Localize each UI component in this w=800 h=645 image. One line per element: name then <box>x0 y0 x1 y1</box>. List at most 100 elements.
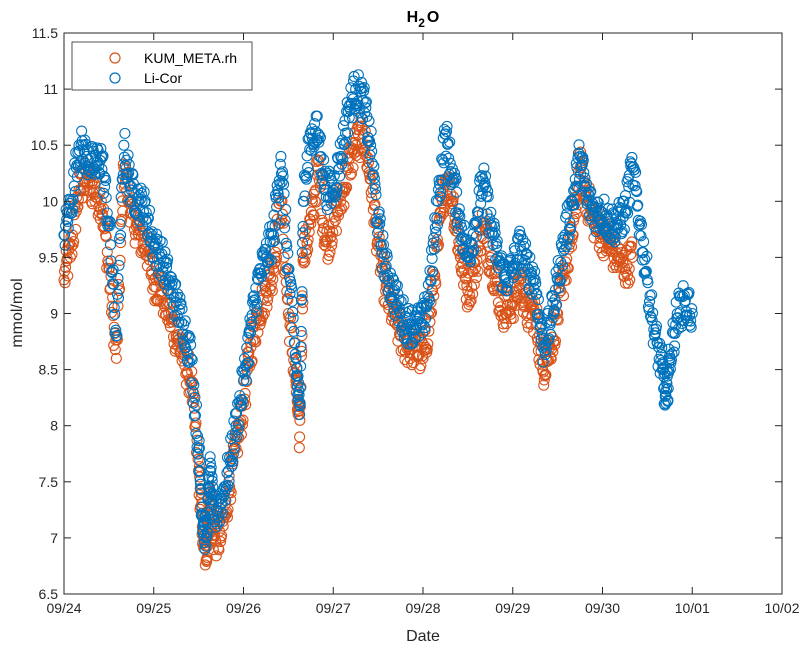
data-point <box>624 274 636 286</box>
data-point <box>318 154 330 166</box>
data-point <box>518 240 530 252</box>
data-point <box>297 220 309 232</box>
data-point <box>609 236 621 248</box>
data-point <box>646 289 658 301</box>
data-point <box>530 277 542 290</box>
data-point <box>188 379 200 391</box>
data-point <box>239 387 251 399</box>
legend: KUM_META.rh Li-Cor <box>71 41 253 91</box>
data-point <box>553 262 565 275</box>
data-point <box>127 169 139 181</box>
data-point <box>623 263 635 275</box>
data-point <box>118 139 130 151</box>
data-point <box>529 265 541 278</box>
data-point <box>225 454 237 466</box>
data-point <box>231 430 243 443</box>
data-point <box>189 391 201 403</box>
data-point <box>360 96 372 108</box>
data-point <box>528 283 540 295</box>
data-point <box>460 273 472 285</box>
data-point <box>550 266 562 278</box>
data-point <box>115 237 127 249</box>
data-point <box>150 228 162 240</box>
data-point <box>521 248 533 260</box>
data-point <box>576 159 588 171</box>
data-point <box>265 280 277 292</box>
data-point <box>267 273 279 285</box>
data-point <box>421 298 433 310</box>
data-point <box>681 287 693 299</box>
data-point <box>293 389 305 401</box>
data-point <box>179 315 191 327</box>
data-point <box>369 178 381 190</box>
data-point <box>207 481 219 493</box>
data-point <box>685 321 697 333</box>
data-point <box>297 227 309 239</box>
data-point <box>470 218 482 230</box>
y-tick-label: 11.5 <box>32 25 58 41</box>
data-point <box>300 248 313 260</box>
data-point <box>332 206 344 218</box>
data-point <box>431 219 443 231</box>
data-point <box>204 451 216 463</box>
data-point <box>466 245 478 257</box>
data-point <box>554 275 566 287</box>
data-point <box>112 292 125 304</box>
data-point <box>491 240 503 253</box>
data-point <box>531 288 543 300</box>
data-point <box>262 290 274 303</box>
data-point <box>116 181 128 194</box>
tick-layer: 09/24 09/25 09/26 09/27 09/28 09/29 09/30 10/01… <box>31 25 800 616</box>
data-point <box>288 325 300 337</box>
data-point <box>312 154 324 166</box>
data-point <box>338 199 350 212</box>
data-point <box>345 167 357 180</box>
data-point <box>478 162 490 174</box>
data-point <box>434 190 446 202</box>
data-point <box>635 230 647 242</box>
data-point <box>70 223 82 235</box>
data-point <box>358 85 370 97</box>
data-point <box>287 312 299 324</box>
data-point <box>227 455 239 467</box>
y-tick-label: 7.5 <box>39 474 59 490</box>
x-axis-label: Date <box>406 628 440 645</box>
data-point <box>303 167 315 179</box>
data-point <box>338 138 351 150</box>
data-point <box>193 442 205 454</box>
data-point <box>467 266 479 278</box>
data-point <box>368 160 380 172</box>
data-point <box>283 335 295 348</box>
data-point <box>427 237 439 249</box>
data-point <box>110 352 122 364</box>
data-point <box>616 226 628 238</box>
data-point <box>639 254 651 266</box>
data-point <box>233 419 245 431</box>
data-point <box>268 209 280 221</box>
data-point <box>219 494 231 506</box>
data-point <box>296 293 308 305</box>
data-point <box>277 170 289 182</box>
data-point <box>431 212 443 224</box>
data-point <box>647 307 659 319</box>
legend-label-li-cor: Li-Cor <box>144 70 182 86</box>
data-point <box>194 471 206 483</box>
data-point <box>345 97 357 109</box>
data-point <box>97 150 109 162</box>
data-point <box>281 240 293 252</box>
data-point <box>298 195 310 208</box>
data-point <box>622 207 634 219</box>
y-tick-label: 11 <box>43 81 58 97</box>
data-point <box>344 169 356 181</box>
legend-box <box>71 41 253 91</box>
data-point <box>150 260 162 272</box>
data-point <box>536 327 548 339</box>
data-point <box>526 288 538 300</box>
data-point <box>200 514 212 526</box>
data-point <box>75 156 87 168</box>
data-point <box>658 398 670 410</box>
data-point <box>686 303 698 315</box>
data-point <box>644 290 656 302</box>
data-point <box>289 337 301 349</box>
series-li-cor <box>58 69 698 555</box>
